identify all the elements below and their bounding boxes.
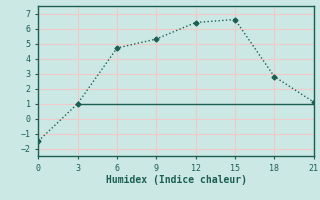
X-axis label: Humidex (Indice chaleur): Humidex (Indice chaleur): [106, 175, 246, 185]
